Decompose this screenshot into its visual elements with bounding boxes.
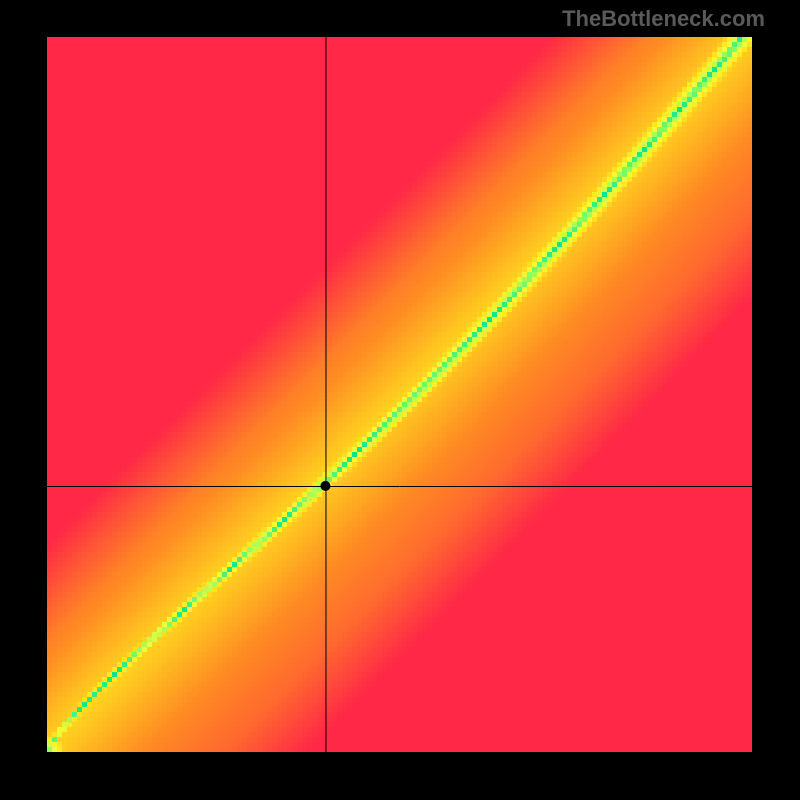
- bottleneck-heatmap: [0, 0, 800, 800]
- watermark-text: TheBottleneck.com: [562, 6, 765, 32]
- chart-container: { "watermark": { "text": "TheBottleneck.…: [0, 0, 800, 800]
